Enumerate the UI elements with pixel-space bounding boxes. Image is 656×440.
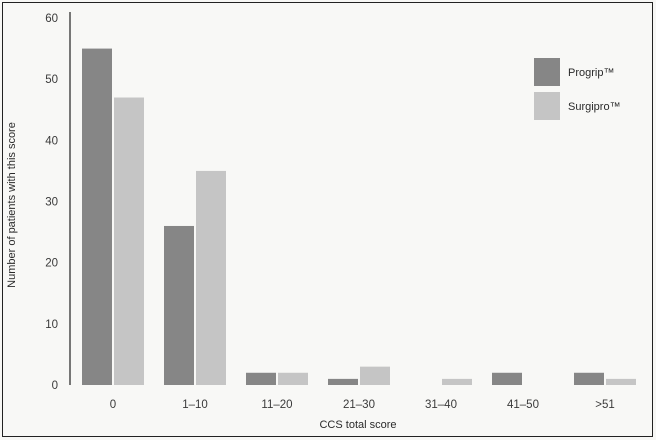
x-tick-label: 21–30 <box>343 399 375 411</box>
bar-progrip <box>574 372 604 385</box>
x-axis-title: CCS total score <box>319 419 396 431</box>
y-tick-label: 40 <box>45 135 58 147</box>
y-axis-title: Number of patients with this score <box>6 122 18 288</box>
legend-swatch-progrip <box>534 58 560 86</box>
bar-surgipro <box>442 378 472 385</box>
x-tick-label: 11–20 <box>261 399 292 411</box>
legend: Progrip™ Surgipro™ <box>534 58 621 120</box>
bars <box>82 48 636 386</box>
x-tick-labels: 0 1–10 11–20 21–30 31–40 41–50 >51 <box>110 399 615 411</box>
x-tick-label: 0 <box>110 399 116 411</box>
y-tick-label: 0 <box>52 380 58 392</box>
y-tick-label: 60 <box>45 13 58 25</box>
bar-surgipro <box>606 378 636 385</box>
y-tick-labels: 0 10 20 30 40 50 60 <box>45 13 58 392</box>
legend-label-surgipro: Surgipro™ <box>568 101 621 113</box>
y-tick-label: 30 <box>45 197 58 209</box>
bar-progrip <box>492 372 522 385</box>
bar-surgipro <box>278 372 308 385</box>
bar-surgipro <box>360 366 390 385</box>
x-tick-label: 31–40 <box>425 399 457 411</box>
bar-progrip <box>328 378 358 385</box>
y-tick-label: 10 <box>45 319 58 331</box>
legend-swatch-surgipro <box>534 92 560 120</box>
x-tick-label: >51 <box>595 399 615 411</box>
bar-surgipro <box>196 170 226 385</box>
bar-progrip <box>82 48 112 385</box>
bar-progrip <box>246 372 276 385</box>
legend-label-progrip: Progrip™ <box>568 67 614 79</box>
bar-surgipro <box>114 97 144 386</box>
x-tick-label: 41–50 <box>507 399 539 411</box>
y-tick-label: 20 <box>45 258 58 270</box>
bar-progrip <box>164 225 194 385</box>
y-tick-label: 50 <box>45 74 58 86</box>
x-tick-label: 1–10 <box>182 399 208 411</box>
